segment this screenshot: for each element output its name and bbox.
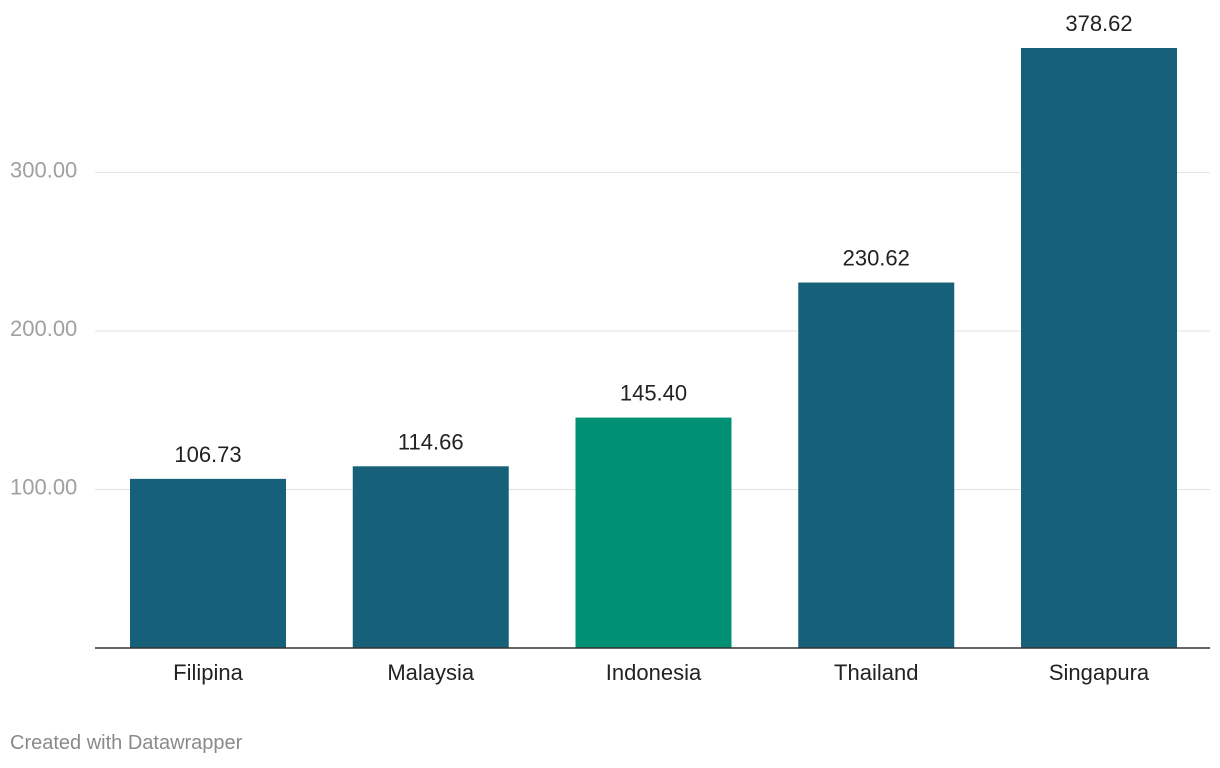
y-tick-label: 100.00	[10, 474, 77, 499]
data-label-thailand: 230.62	[843, 246, 910, 271]
bar-indonesia	[575, 417, 732, 648]
x-tick-label-malaysia: Malaysia	[387, 660, 475, 685]
data-label-filipina: 106.73	[174, 442, 241, 467]
y-tick-label: 300.00	[10, 157, 77, 182]
data-label-indonesia: 145.40	[620, 381, 687, 406]
credit-text: Created with Datawrapper	[10, 732, 243, 754]
x-tick-label-singapura: Singapura	[1049, 660, 1150, 685]
y-tick-label: 200.00	[10, 316, 77, 341]
x-tick-label-filipina: Filipina	[173, 660, 243, 685]
x-tick-label-indonesia: Indonesia	[606, 660, 702, 685]
bar-malaysia	[352, 466, 509, 648]
bar-filipina	[130, 478, 286, 648]
data-labels: 106.73 114.66 145.40 230.62 378.62	[174, 11, 1132, 467]
x-tick-label-thailand: Thailand	[834, 660, 918, 685]
data-label-singapura: 378.62	[1065, 11, 1132, 36]
x-axis-labels: Filipina Malaysia Indonesia Thailand Singapu…	[173, 660, 1150, 685]
bar-thailand	[798, 282, 955, 648]
bar-singapura	[1021, 48, 1177, 648]
data-label-malaysia: 114.66	[398, 429, 464, 454]
bars	[130, 48, 1177, 648]
